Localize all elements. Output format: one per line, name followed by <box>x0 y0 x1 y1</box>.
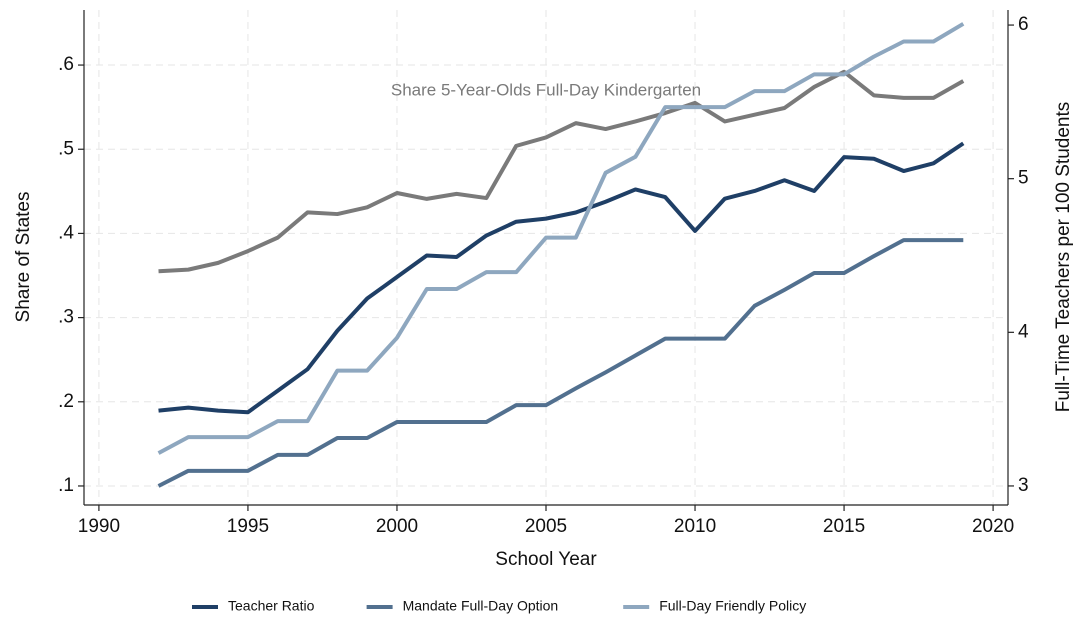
y-axis-title: Share of States <box>13 192 34 323</box>
y-tick-label: .3 <box>58 307 74 328</box>
series-label: Share 5-Year-Olds Full-Day Kindergarten <box>391 80 701 99</box>
legend-label: Mandate Full-Day Option <box>403 598 559 614</box>
line-series <box>158 69 965 274</box>
x-tick-label: 2020 <box>972 516 1014 537</box>
x-tick-label: 1995 <box>227 516 269 537</box>
y-tick-label: .5 <box>58 138 74 159</box>
x-tick-label: 2010 <box>674 516 716 537</box>
y-tick-label: .1 <box>58 475 74 496</box>
legend-label: Teacher Ratio <box>228 598 315 614</box>
y-tick-label: .6 <box>58 54 74 75</box>
x-axis-title: School Year <box>495 549 597 570</box>
line-series <box>157 238 964 488</box>
y2-axis-title: Full-Time Teachers per 100 Students <box>1053 102 1074 413</box>
y-tick-label: .4 <box>58 222 74 243</box>
y2-tick-label: 6 <box>1018 14 1029 35</box>
legend-label: Full-Day Friendly Policy <box>659 598 806 614</box>
y-tick-label: .2 <box>58 391 74 412</box>
x-tick-label: 1990 <box>78 516 120 537</box>
line-series <box>158 141 965 415</box>
x-tick-label: 2015 <box>823 516 865 537</box>
y2-tick-label: 5 <box>1018 168 1029 189</box>
line-series <box>157 22 965 455</box>
x-tick-label: 2005 <box>525 516 567 537</box>
y2-tick-label: 3 <box>1018 475 1029 496</box>
y2-tick-label: 4 <box>1018 321 1029 342</box>
x-tick-label: 2000 <box>376 516 418 537</box>
